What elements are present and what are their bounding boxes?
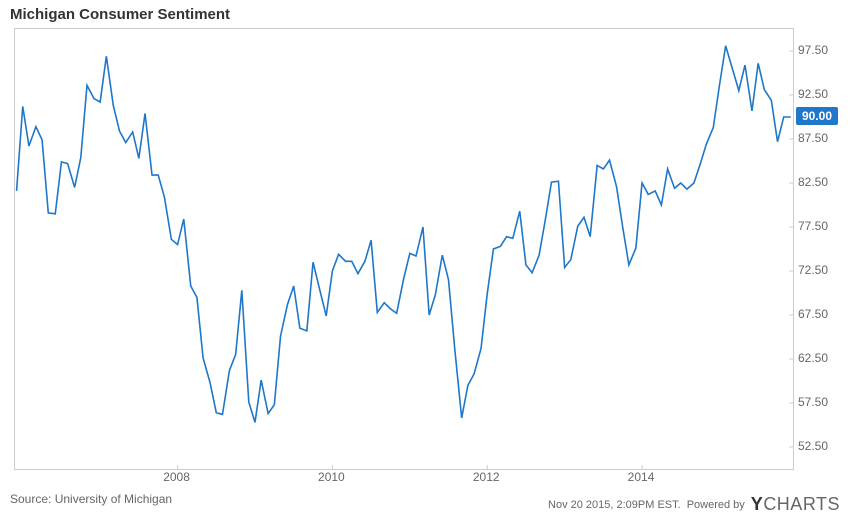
y-tick-label: 82.50	[798, 175, 828, 189]
footer-right: Nov 20 2015, 2:09PM EST. Powered by YCHA…	[548, 494, 840, 515]
ycharts-logo: YCHARTS	[751, 494, 840, 515]
series-line	[17, 46, 791, 423]
logo-charts: CHARTS	[763, 494, 840, 514]
logo-y: Y	[751, 494, 764, 514]
x-tick-label: 2008	[163, 470, 190, 484]
y-tick-label: 57.50	[798, 395, 828, 409]
y-tick-label: 72.50	[798, 263, 828, 277]
powered-by-text: Powered by	[687, 499, 745, 511]
y-tick-label: 77.50	[798, 219, 828, 233]
y-tick-label: 67.50	[798, 307, 828, 321]
y-tick-label: 62.50	[798, 351, 828, 365]
y-tick-label: 87.50	[798, 131, 828, 145]
timestamp-text: Nov 20 2015, 2:09PM EST.	[548, 499, 681, 511]
x-tick-label: 2010	[318, 470, 345, 484]
x-axis-ticks: 2008 2010 2012 2014	[14, 470, 792, 488]
plot-area	[14, 28, 794, 470]
y-axis-ticks: 52.50 57.50 62.50 67.50 72.50 77.50 82.50 87.50…	[798, 28, 848, 468]
x-tick-label: 2012	[473, 470, 500, 484]
x-tick-label: 2014	[628, 470, 655, 484]
chart-title: Michigan Consumer Sentiment	[10, 6, 230, 23]
plot-svg	[15, 29, 793, 469]
y-tick-label: 92.50	[798, 87, 828, 101]
source-text: Source: University of Michigan	[10, 492, 172, 506]
y-tick-label: 52.50	[798, 439, 828, 453]
y-tick-label: 97.50	[798, 43, 828, 57]
last-value-badge: 90.00	[796, 107, 838, 125]
